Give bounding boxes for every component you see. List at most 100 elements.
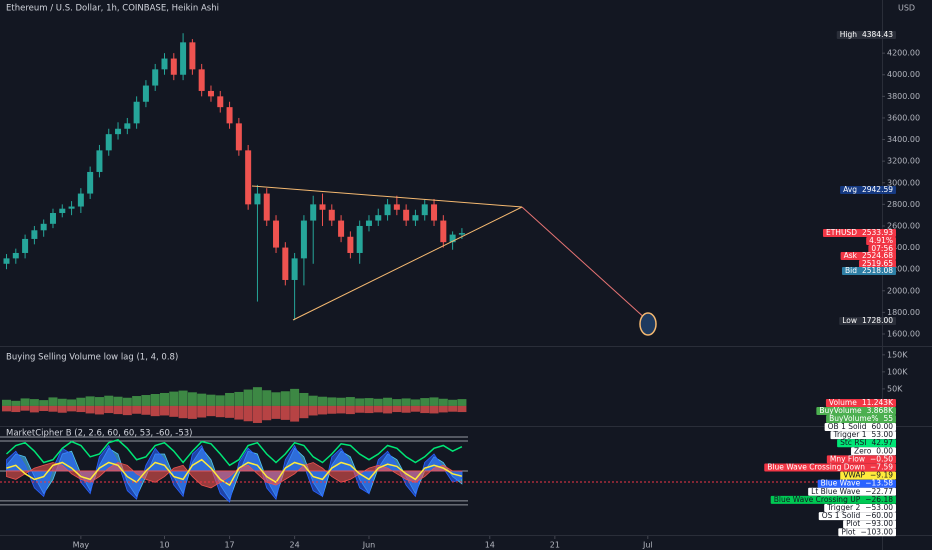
y-tick-label: 3600.00 — [887, 113, 920, 122]
volume-bar — [169, 391, 179, 406]
volume-bar — [67, 399, 77, 406]
candle-body — [40, 223, 47, 231]
candle-body — [115, 128, 122, 135]
badge-value: −93.00 — [865, 519, 893, 528]
candle-body — [133, 101, 140, 124]
triangle-lower — [292, 206, 523, 321]
value-badge — [824, 504, 896, 512]
candle-body — [458, 233, 465, 235]
volume-bar — [271, 392, 281, 406]
volume-bar — [318, 396, 328, 406]
badge-value: −0.50 — [870, 454, 893, 463]
volume-bar — [243, 405, 253, 422]
x-tick-label: Jul — [642, 541, 653, 550]
value-badge — [825, 399, 896, 407]
candle-body — [87, 171, 94, 194]
indicator-line — [6, 458, 463, 487]
volume-bar — [141, 395, 151, 406]
candle-body — [403, 209, 410, 221]
value-badge — [840, 252, 896, 260]
indicator-pane — [0, 436, 468, 506]
volume-bar — [20, 405, 30, 411]
volume-bar — [327, 397, 337, 406]
candle-body — [170, 58, 177, 75]
candle-body — [310, 204, 317, 221]
badge-value: 11.243K — [862, 398, 894, 407]
candle-body — [235, 123, 242, 151]
value-badge — [824, 423, 896, 431]
y-tick-label: 2000.00 — [887, 286, 920, 295]
volume-bar — [448, 405, 458, 412]
candle-body — [12, 252, 19, 259]
volume-bar — [2, 405, 12, 412]
volume-bar — [11, 400, 21, 406]
y-tick-label: 1600.00 — [887, 329, 920, 338]
volume-bar — [262, 390, 272, 406]
candle-body — [105, 134, 112, 151]
volume-bar — [243, 389, 253, 406]
volume-bar — [429, 405, 439, 414]
y-tick-label: 50K — [887, 384, 903, 393]
candle-body — [412, 215, 419, 221]
candle-body — [3, 258, 10, 264]
volume-bar — [308, 395, 318, 406]
axis-labels: May 10 17 24 Jun 14 21 Jul 1600.00 1800.00 2000.00… — [73, 30, 921, 550]
volume-bar — [392, 405, 402, 413]
value-badge — [840, 186, 896, 194]
badge-name: Trigger 2 — [826, 503, 860, 512]
badge-value: 2518.08 — [862, 266, 893, 275]
volume-bar — [57, 405, 67, 413]
value-badge — [764, 463, 896, 472]
volume-bar — [429, 397, 439, 406]
candle-body — [207, 90, 214, 97]
badge-value: 2524.68 — [862, 251, 893, 260]
volume-bar — [345, 405, 355, 415]
value-badge — [770, 495, 896, 504]
value-badge — [841, 267, 896, 275]
value-badge — [866, 237, 896, 245]
volume-bar — [150, 405, 160, 417]
volume-bar — [76, 397, 86, 406]
volume-bar — [457, 399, 467, 406]
x-tick-label: 17 — [224, 541, 234, 550]
value-badge — [851, 447, 896, 456]
candle-body — [59, 208, 66, 214]
badge-value: 55 — [883, 414, 893, 423]
volume-bar — [401, 398, 411, 406]
value-badge — [837, 439, 896, 448]
volume-bar — [252, 387, 262, 406]
badge-name: BuyVolume% — [829, 414, 878, 423]
candle-body — [189, 42, 196, 70]
volume-bar — [383, 397, 393, 406]
volume-bar — [206, 394, 216, 406]
badge-value: 2942.59 — [862, 185, 893, 194]
candle-body — [49, 213, 56, 224]
volume-bar — [104, 395, 114, 406]
badge-name: Blue Wave Crossing UP — [774, 495, 861, 504]
triangle-upper — [251, 185, 523, 208]
y-tick-label: 2800.00 — [887, 200, 920, 209]
volume-bar — [29, 399, 39, 406]
volume-bar — [299, 405, 309, 419]
candle-body — [22, 238, 29, 253]
candle-body — [431, 204, 438, 221]
volume-bar — [85, 405, 95, 414]
badge-name: OB 1 Solid — [828, 422, 867, 431]
volume-bar — [336, 405, 346, 414]
volume-bar — [178, 390, 188, 406]
volume-bar — [448, 399, 458, 406]
value-badge — [838, 528, 896, 537]
y-tick-label: 2600.00 — [887, 221, 920, 230]
candle-body — [263, 193, 270, 221]
candle-body — [319, 204, 326, 210]
volume-bar — [383, 405, 393, 414]
badge-name: OS 1 Solid — [822, 511, 861, 520]
badge-value: 42.97 — [872, 438, 894, 447]
badge-value: −26.18 — [865, 495, 893, 504]
y-tick-label: 100K — [887, 367, 908, 376]
candle-body — [449, 234, 456, 243]
volume-bar — [364, 405, 374, 414]
indicator-title: MarketCipher B (2, 2.6, 60, 60, 53, -60,… — [6, 429, 192, 439]
value-badge — [858, 260, 896, 268]
volume-bar — [225, 392, 235, 406]
